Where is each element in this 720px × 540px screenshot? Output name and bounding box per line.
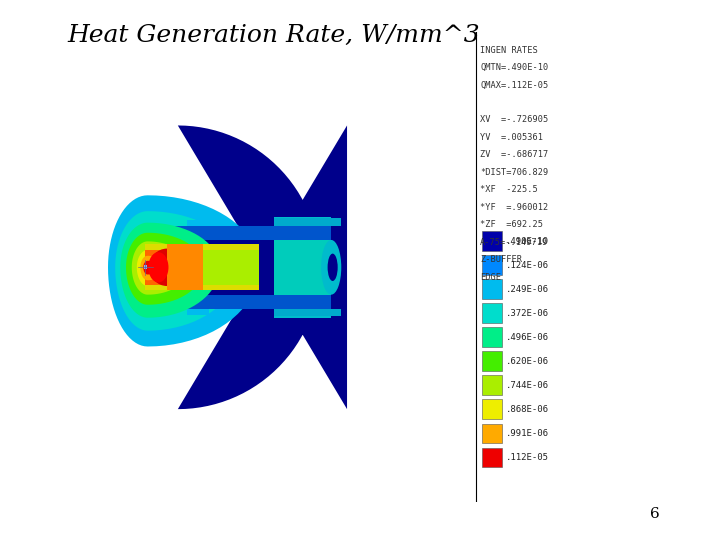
Text: A-75=-.149719: A-75=-.149719 bbox=[480, 238, 549, 247]
Bar bbox=[274, 218, 341, 226]
Polygon shape bbox=[178, 125, 347, 409]
Bar bbox=[482, 279, 502, 299]
Polygon shape bbox=[115, 211, 238, 330]
Text: .496E-06: .496E-06 bbox=[506, 333, 549, 342]
Text: .249E-06: .249E-06 bbox=[506, 285, 549, 294]
Bar bbox=[482, 352, 502, 371]
Bar bbox=[145, 244, 259, 291]
Bar bbox=[145, 244, 259, 250]
Text: ZV  =-.686717: ZV =-.686717 bbox=[480, 151, 549, 159]
Bar bbox=[144, 265, 147, 269]
Text: Heat Generation Rate, W/mm^3: Heat Generation Rate, W/mm^3 bbox=[67, 24, 480, 48]
Text: .372E-06: .372E-06 bbox=[506, 309, 549, 318]
Text: Z-BUFFER: Z-BUFFER bbox=[480, 255, 522, 264]
Polygon shape bbox=[137, 250, 175, 286]
Text: QMAX=.112E-05: QMAX=.112E-05 bbox=[480, 80, 549, 90]
Bar bbox=[274, 309, 331, 318]
Polygon shape bbox=[132, 241, 189, 295]
Text: QMTN=.490E-10: QMTN=.490E-10 bbox=[480, 63, 549, 72]
Ellipse shape bbox=[148, 252, 168, 282]
Text: *XF  -225.5: *XF -225.5 bbox=[480, 185, 538, 194]
Text: .620E-06: .620E-06 bbox=[506, 357, 549, 366]
Bar bbox=[187, 220, 209, 226]
Text: .112E-05: .112E-05 bbox=[506, 453, 549, 462]
Bar bbox=[482, 423, 502, 443]
Ellipse shape bbox=[149, 248, 185, 286]
Bar bbox=[482, 375, 502, 395]
Text: INGEN RATES: INGEN RATES bbox=[480, 45, 538, 55]
Bar bbox=[482, 448, 502, 467]
Bar bbox=[148, 240, 331, 295]
Text: .124E-06: .124E-06 bbox=[506, 261, 549, 269]
Text: .744E-06: .744E-06 bbox=[506, 381, 549, 390]
Text: .868E-06: .868E-06 bbox=[506, 405, 549, 414]
Text: .490E-10: .490E-10 bbox=[506, 237, 549, 246]
Bar bbox=[274, 217, 331, 226]
Bar bbox=[482, 303, 502, 323]
Text: EDGE: EDGE bbox=[480, 273, 501, 282]
Text: *ZF  =692.25: *ZF =692.25 bbox=[480, 220, 544, 230]
Bar bbox=[482, 327, 502, 347]
Text: *YF  =.960012: *YF =.960012 bbox=[480, 203, 549, 212]
Bar bbox=[167, 244, 203, 291]
Bar bbox=[274, 309, 341, 316]
Polygon shape bbox=[108, 195, 259, 347]
Bar bbox=[274, 240, 331, 295]
Bar bbox=[482, 231, 502, 251]
Polygon shape bbox=[140, 256, 163, 280]
Bar bbox=[148, 295, 331, 309]
Bar bbox=[187, 309, 209, 315]
Bar bbox=[482, 400, 502, 419]
Bar bbox=[482, 255, 502, 275]
Text: 6: 6 bbox=[650, 507, 660, 521]
Text: .991E-06: .991E-06 bbox=[506, 429, 549, 438]
Text: *DIST=706.829: *DIST=706.829 bbox=[480, 168, 549, 177]
Text: YV  =.005361: YV =.005361 bbox=[480, 133, 544, 142]
Bar bbox=[148, 226, 331, 240]
Bar bbox=[145, 285, 259, 291]
Ellipse shape bbox=[321, 240, 341, 295]
Polygon shape bbox=[126, 233, 204, 305]
Polygon shape bbox=[143, 261, 156, 274]
Polygon shape bbox=[120, 222, 220, 318]
Text: XV  =-.726905: XV =-.726905 bbox=[480, 116, 549, 124]
Ellipse shape bbox=[328, 254, 338, 281]
Bar bbox=[145, 250, 203, 285]
